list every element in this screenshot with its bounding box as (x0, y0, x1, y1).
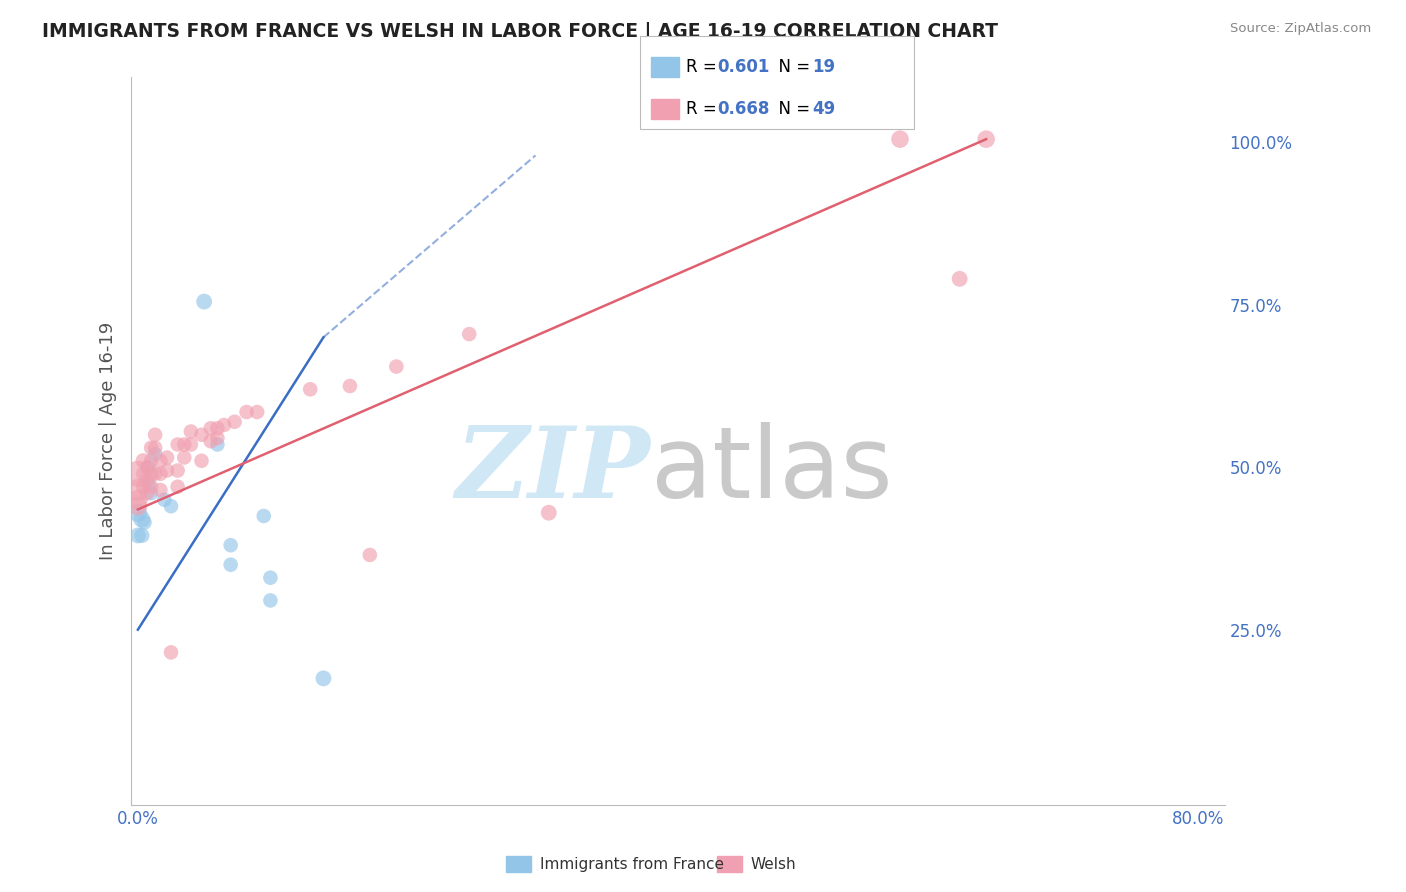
Point (974, 132, 997, 146)
Point (131, 512, 153, 526)
Point (166, 437, 188, 451)
Point (127, 483, 149, 497)
Point (219, 538, 242, 552)
Point (156, 450, 179, 465)
Point (131, 528, 153, 542)
Point (127, 467, 149, 481)
Point (200, 421, 222, 435)
Point (143, 441, 166, 455)
Point (200, 434, 222, 449)
Text: R =: R = (686, 100, 723, 119)
Point (132, 454, 155, 468)
Point (180, 437, 202, 451)
Point (173, 437, 195, 451)
Point (160, 645, 183, 659)
Point (153, 492, 176, 507)
Text: 0.601: 0.601 (717, 58, 769, 76)
Point (149, 483, 172, 497)
Point (224, 415, 246, 429)
Point (190, 427, 212, 442)
Point (219, 558, 242, 572)
Text: IMMIGRANTS FROM FRANCE VS WELSH IN LABOR FORCE | AGE 16-19 CORRELATION CHART: IMMIGRANTS FROM FRANCE VS WELSH IN LABOR… (42, 22, 998, 42)
Point (207, 431, 229, 445)
Point (385, 359, 408, 374)
Point (299, 382, 322, 396)
Point (166, 480, 188, 494)
Point (127, 492, 149, 507)
Point (359, 548, 381, 562)
Y-axis label: In Labor Force | Age 16-19: In Labor Force | Age 16-19 (100, 322, 117, 560)
Point (312, 672, 335, 686)
Point (207, 421, 229, 435)
Point (156, 463, 179, 477)
Point (132, 467, 155, 481)
Text: 49: 49 (813, 100, 837, 119)
Point (138, 460, 160, 475)
Point (127, 528, 149, 542)
Point (207, 437, 229, 451)
Point (143, 447, 166, 461)
Point (139, 486, 162, 500)
Point (139, 480, 162, 494)
Point (339, 379, 361, 393)
Point (160, 500, 183, 514)
Text: Source: ZipAtlas.com: Source: ZipAtlas.com (1230, 22, 1371, 36)
Point (949, 272, 972, 286)
Point (136, 460, 159, 475)
Point (190, 454, 212, 468)
Text: N =: N = (768, 58, 815, 76)
Text: Welsh: Welsh (751, 857, 796, 871)
Point (253, 508, 276, 523)
Point (138, 476, 160, 491)
Point (259, 593, 281, 607)
Point (246, 405, 269, 419)
Text: ZIP: ZIP (456, 422, 651, 518)
Point (212, 417, 235, 432)
Point (458, 327, 481, 342)
Point (139, 441, 162, 455)
Point (889, 132, 911, 146)
Point (136, 486, 159, 500)
Point (173, 450, 195, 465)
Point (149, 467, 172, 481)
Point (134, 516, 156, 530)
Point (166, 463, 188, 477)
Point (235, 405, 257, 419)
Point (149, 454, 172, 468)
Point (180, 425, 202, 439)
Text: Immigrants from France: Immigrants from France (540, 857, 724, 871)
Point (139, 467, 162, 481)
Point (143, 467, 166, 481)
Text: R =: R = (686, 58, 723, 76)
Text: N =: N = (768, 100, 815, 119)
Point (537, 506, 560, 520)
Text: 19: 19 (813, 58, 835, 76)
Point (139, 454, 162, 468)
Point (259, 571, 281, 585)
Point (136, 473, 159, 487)
Point (193, 294, 215, 309)
Point (143, 427, 166, 442)
Point (132, 480, 155, 494)
Text: 0.668: 0.668 (717, 100, 769, 119)
Point (127, 506, 149, 520)
Text: atlas: atlas (651, 422, 893, 519)
Point (127, 500, 149, 514)
